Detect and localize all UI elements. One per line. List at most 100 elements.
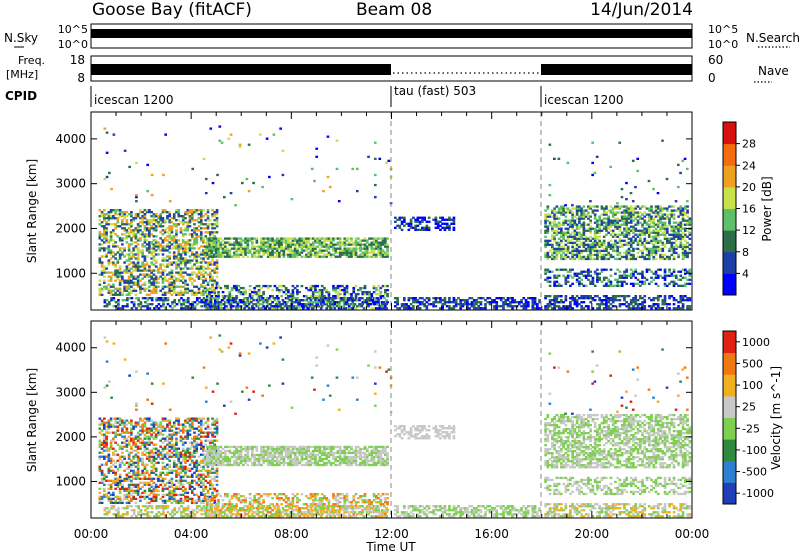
power-cell — [455, 305, 458, 307]
power-cell — [103, 276, 106, 278]
power-cell — [345, 301, 348, 303]
power-cell — [571, 246, 574, 248]
power-cell — [634, 297, 637, 299]
power-cell — [547, 307, 550, 309]
power-cell — [221, 299, 224, 301]
power-cell — [569, 305, 572, 307]
power-cell — [605, 230, 608, 232]
power-cell — [148, 249, 151, 251]
power-cell — [267, 287, 270, 289]
power-cell — [166, 265, 169, 267]
power-cell — [274, 285, 277, 287]
power-cell — [583, 246, 586, 248]
power-cell — [583, 307, 586, 309]
power-cell — [103, 215, 106, 217]
power-cell — [252, 182, 255, 184]
power-cell — [151, 303, 154, 305]
power-cell — [262, 293, 265, 295]
power-cell — [686, 246, 689, 248]
power-cell — [159, 267, 162, 269]
power-cell — [661, 250, 664, 252]
power-cell — [155, 261, 158, 263]
power-cell — [198, 288, 201, 290]
power-cell — [435, 305, 438, 307]
nave-label: Nave — [758, 64, 789, 78]
power-cell — [182, 278, 185, 280]
power-cell — [202, 273, 205, 275]
power-cell — [186, 229, 189, 231]
power-cell — [259, 134, 262, 136]
power-cell — [567, 246, 570, 248]
power-cell — [688, 238, 691, 240]
power-cell — [686, 200, 689, 202]
power-cell — [105, 227, 108, 229]
power-cell — [619, 238, 622, 240]
power-cell — [605, 295, 608, 297]
power-cell — [643, 220, 646, 222]
power-cell — [164, 219, 167, 221]
power-cell — [664, 283, 667, 285]
power-cell — [603, 236, 606, 238]
power-cell — [484, 305, 487, 307]
power-cell — [428, 229, 431, 231]
power-cell — [578, 240, 581, 242]
power-cell — [173, 215, 176, 217]
power-cell — [549, 277, 552, 279]
power-cell — [684, 277, 687, 279]
power-cell — [234, 299, 237, 301]
power-cell — [652, 256, 655, 258]
power-cell — [195, 241, 198, 243]
power-cell — [648, 258, 651, 260]
power-cell — [589, 271, 592, 273]
power-cell — [601, 271, 604, 273]
power-cell — [592, 279, 595, 281]
power-cell — [329, 305, 332, 307]
power-cell — [316, 285, 319, 287]
power-cell — [373, 252, 376, 254]
power-cell — [128, 269, 131, 271]
power-cell — [688, 283, 691, 285]
power-cell — [249, 252, 252, 254]
power-cell — [105, 253, 108, 255]
power-cell — [453, 223, 456, 225]
power-cell — [114, 253, 117, 255]
power-cell — [634, 301, 637, 303]
power-cell — [164, 294, 167, 296]
power-cell — [596, 156, 599, 158]
power-cell — [104, 127, 107, 129]
power-cell — [171, 221, 174, 223]
power-cell — [560, 299, 563, 301]
power-cell — [381, 305, 384, 307]
power-cell — [186, 292, 189, 294]
power-cell — [250, 297, 253, 299]
power-cell — [168, 219, 171, 221]
power-cell — [210, 291, 213, 293]
power-cell — [250, 301, 253, 303]
power-cell — [641, 303, 644, 305]
power-cell — [459, 307, 462, 309]
power-cell — [217, 239, 220, 241]
power-cell — [594, 213, 597, 215]
power-cell — [126, 229, 129, 231]
power-cell — [135, 200, 138, 202]
power-cell — [673, 205, 676, 207]
power-cell — [565, 295, 568, 297]
power-cell — [117, 221, 120, 223]
power-cell — [504, 301, 507, 303]
power-cell — [158, 303, 161, 305]
power-cell — [108, 288, 111, 290]
power-cell — [153, 273, 156, 275]
power-cell — [105, 267, 108, 269]
power-cell — [376, 297, 379, 299]
power-cell — [574, 236, 577, 238]
power-cell — [169, 200, 172, 202]
power-cell — [99, 209, 102, 211]
power-cell — [578, 228, 581, 230]
power-cell — [258, 289, 261, 291]
power-cell — [315, 303, 318, 305]
power-cell — [641, 254, 644, 256]
power-cell — [219, 301, 222, 303]
power-cell — [195, 233, 198, 235]
power-cell — [228, 254, 231, 256]
cpid-segment-3: icescan 1200 — [544, 93, 623, 107]
